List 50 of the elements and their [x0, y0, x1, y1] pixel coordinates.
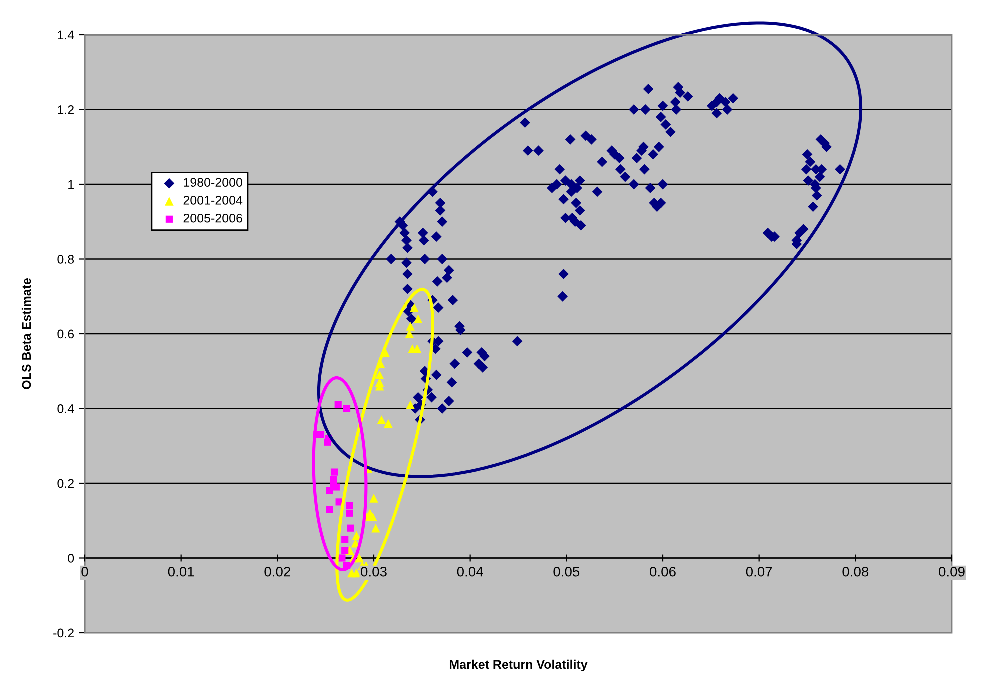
y-tick-label: 1.4 — [58, 30, 74, 40]
y-tick-label: 1.2 — [58, 106, 74, 114]
x-tick-label: 0.04 — [457, 566, 484, 577]
point — [410, 303, 419, 312]
point — [342, 547, 349, 554]
y-tick-label: 0.2 — [58, 479, 74, 488]
point — [332, 484, 340, 491]
point — [405, 330, 414, 338]
point — [330, 468, 338, 476]
x-tick-label: 0.09 — [939, 566, 965, 577]
point — [370, 494, 378, 503]
y-tick-label: 0.8 — [58, 255, 74, 264]
point — [346, 502, 354, 510]
x-tick-label: 0.05 — [554, 566, 580, 577]
x-tick-label: 0.03 — [361, 566, 387, 577]
point — [343, 405, 351, 412]
x-tick-label: 0 — [82, 566, 88, 577]
point — [324, 438, 332, 446]
point — [346, 510, 354, 517]
x-tick-label: 0.07 — [746, 566, 772, 577]
point — [406, 400, 415, 410]
y-tick-label: 0.6 — [58, 330, 74, 339]
point — [317, 431, 325, 438]
x-tick-label: 0.06 — [650, 566, 676, 577]
legend-label: 2001-2004 — [184, 196, 243, 205]
y-tick-label: 0 — [68, 554, 74, 563]
point — [372, 524, 380, 533]
y-tick-label: -0.2 — [54, 628, 74, 638]
point — [342, 536, 349, 544]
point — [347, 524, 354, 532]
point — [347, 568, 356, 578]
point — [326, 487, 334, 495]
y-axis-title: OLS Beta Estimate — [22, 278, 32, 390]
y-tick-label: 0.4 — [58, 404, 74, 414]
x-tick-label: 0.08 — [842, 566, 869, 577]
legend-label: 2005-2006 — [184, 214, 242, 223]
x-tick-label: 0.01 — [168, 566, 194, 577]
x-tick-label: 0.02 — [264, 566, 290, 577]
point — [375, 370, 384, 380]
legend-label: 1980-2000 — [184, 178, 242, 187]
point — [412, 344, 422, 354]
point — [338, 554, 346, 562]
point — [414, 314, 423, 324]
point — [326, 506, 334, 514]
x-axis-title: Market Return Volatility — [450, 660, 588, 672]
point — [406, 322, 415, 331]
point — [377, 416, 386, 424]
y-tick-label: 1 — [68, 180, 74, 190]
point — [384, 419, 393, 428]
point — [334, 401, 342, 409]
